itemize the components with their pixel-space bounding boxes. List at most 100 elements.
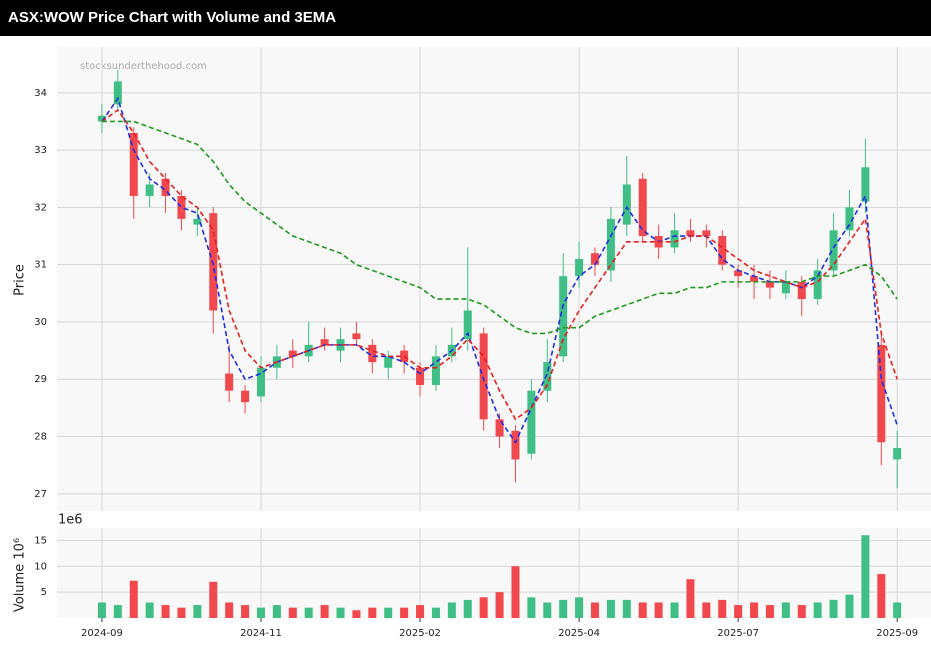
volume-bar	[813, 602, 822, 618]
volume-bar	[527, 597, 536, 618]
y-tick-label: 28	[34, 432, 47, 443]
candle-body	[145, 184, 154, 196]
x-tick-label: 2025-07	[717, 628, 759, 639]
candle-body	[511, 430, 520, 460]
candle-body	[718, 236, 727, 265]
x-tick-label: 2024-11	[240, 628, 282, 639]
candle-body	[288, 350, 297, 357]
candle-body	[256, 367, 265, 397]
candle-body	[750, 276, 759, 282]
volume-bar	[845, 594, 854, 618]
volume-bar	[702, 602, 711, 618]
volume-bar	[431, 607, 440, 618]
volume-bar	[241, 605, 250, 618]
volume-bar	[718, 599, 727, 618]
volume-tick-label: 15	[34, 535, 47, 546]
volume-tick-label: 10	[34, 561, 47, 572]
candle-body	[495, 419, 504, 437]
candle-body	[829, 230, 838, 271]
volume-bar	[368, 607, 377, 618]
volume-bar	[606, 599, 615, 618]
candle-body	[622, 184, 631, 225]
volume-bar	[336, 607, 345, 618]
candle-body	[113, 81, 122, 105]
candle-body	[129, 132, 138, 196]
title-bar	[0, 0, 931, 36]
volume-bar	[575, 597, 584, 618]
watermark: stocksunderthehood.com	[80, 61, 207, 72]
candle-body	[734, 270, 743, 277]
volume-bar	[479, 597, 488, 618]
volume-bar	[177, 607, 186, 618]
volume-bar	[781, 602, 790, 618]
x-tick-label: 2025-02	[399, 628, 441, 639]
y-tick-label: 33	[34, 145, 47, 156]
candle-body	[384, 356, 393, 368]
candle-body	[193, 218, 202, 225]
candle-body	[765, 281, 774, 288]
volume-bar	[765, 605, 774, 618]
y-axis-label: Price	[13, 264, 28, 296]
volume-bar	[734, 605, 743, 618]
volume-bar	[352, 610, 361, 618]
candle-body	[670, 230, 679, 248]
volume-bar	[463, 599, 472, 618]
volume-bar	[797, 605, 806, 618]
candle-body	[352, 333, 361, 340]
y-tick-label: 32	[34, 202, 47, 213]
volume-bar	[161, 605, 170, 618]
candle-body	[797, 281, 806, 300]
volume-bar	[654, 602, 663, 618]
y-tick-label: 31	[34, 260, 47, 271]
volume-axis-label: Volume 10⁶	[13, 538, 28, 612]
candle-body	[781, 281, 790, 294]
x-tick-label: 2025-09	[876, 628, 918, 639]
candle-body	[575, 258, 584, 277]
volume-bar	[225, 602, 234, 618]
y-tick-label: 34	[34, 88, 47, 99]
ema-line	[101, 120, 898, 335]
candle-body	[638, 178, 647, 237]
candle-body	[479, 333, 488, 420]
candle-body	[543, 362, 552, 391]
candle-body	[177, 195, 186, 219]
volume-bar	[495, 592, 504, 618]
volume-bar	[272, 605, 281, 618]
candle-body	[161, 178, 170, 196]
candle-body	[813, 270, 822, 300]
x-tick-label: 2024-09	[81, 628, 123, 639]
candle-body	[861, 167, 870, 202]
candle-body	[463, 310, 472, 340]
volume-bar	[209, 581, 218, 618]
volume-bar	[145, 602, 154, 618]
volume-bar	[304, 607, 313, 618]
volume-bar	[416, 605, 425, 618]
volume-bar	[384, 607, 393, 618]
candle-body	[368, 344, 377, 363]
volume-bar	[113, 605, 122, 618]
volume-bar	[447, 602, 456, 618]
volume-bar	[893, 602, 902, 618]
volume-panel	[57, 528, 931, 618]
volume-bar	[97, 602, 106, 618]
candle-body	[686, 230, 695, 237]
candle-body	[97, 115, 106, 122]
volume-bar	[400, 607, 409, 618]
volume-bar	[511, 566, 520, 618]
candle-body	[877, 344, 886, 443]
candle-body	[893, 447, 902, 460]
volume-tick-label: 5	[41, 587, 47, 598]
candle-body	[320, 339, 329, 345]
volume-bar	[129, 580, 138, 618]
volume-bar	[622, 599, 631, 618]
volume-bar	[543, 602, 552, 618]
ema-line	[101, 108, 898, 421]
volume-offset-label: 1e6	[58, 513, 83, 528]
volume-bar	[193, 605, 202, 618]
volume-bar	[320, 605, 329, 618]
candle-body	[209, 213, 218, 311]
volume-bar	[670, 602, 679, 618]
volume-bar	[861, 535, 870, 618]
volume-bar	[559, 599, 568, 618]
